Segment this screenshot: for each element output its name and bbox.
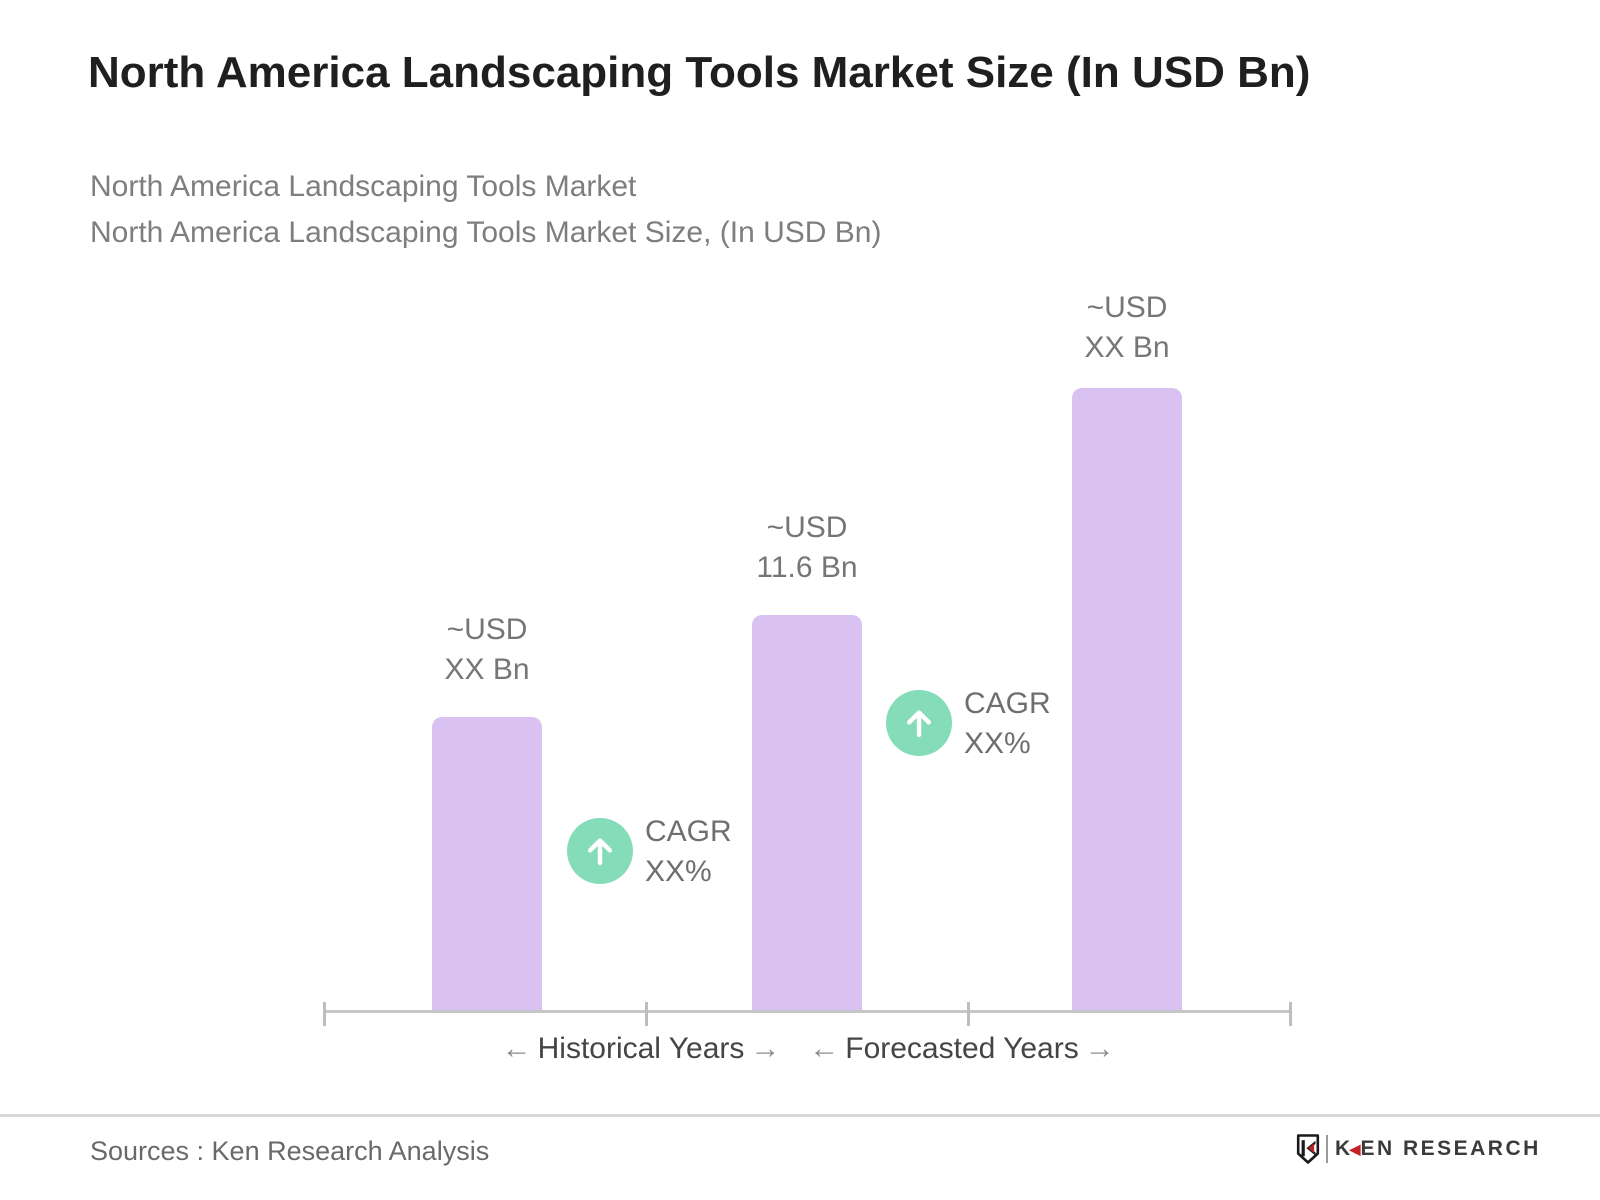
left-arrow-icon: ←: [809, 1032, 840, 1065]
cagr-word: CAGR: [964, 687, 1051, 720]
logo-separator: [1326, 1135, 1328, 1163]
right-arrow-icon: →: [1084, 1032, 1115, 1065]
right-arrow-icon: →: [750, 1032, 781, 1065]
axis-segment-forecasted: ← Forecasted Years →: [782, 1032, 1142, 1066]
bar-value-line1: ~USD: [446, 613, 528, 646]
cagr-label: CAGR XX%: [645, 812, 732, 892]
up-arrow-icon: [587, 838, 613, 866]
cagr-circle: [886, 690, 952, 756]
bar-value-label: ~USD XX Bn: [367, 610, 607, 690]
bar-value-line2: XX Bn: [1084, 331, 1170, 364]
axis-segment-historical: ← Historical Years →: [461, 1032, 821, 1066]
axis-tick: [323, 1002, 326, 1026]
sources-note: Sources : Ken Research Analysis: [90, 1136, 490, 1166]
cagr-value: XX%: [964, 727, 1031, 760]
logo-rest: EN RESEARCH: [1360, 1137, 1541, 1160]
up-arrow-icon: [906, 710, 932, 738]
footer-divider: [0, 1114, 1600, 1117]
bar-value-line2: XX Bn: [444, 653, 530, 686]
left-arrow-icon: ←: [501, 1032, 532, 1065]
x-axis-line: [324, 1010, 1290, 1013]
bar-value-label: ~USD 11.6 Bn: [687, 508, 927, 588]
cagr-label: CAGR XX%: [964, 684, 1051, 764]
ken-research-logo: K◀EN RESEARCH: [1296, 1132, 1541, 1166]
logo-wordmark: K◀EN RESEARCH: [1335, 1137, 1541, 1161]
ken-research-shield-icon: [1296, 1134, 1320, 1164]
axis-tick: [967, 1002, 970, 1026]
bar-forecast: [1072, 388, 1182, 1012]
logo-k: K: [1335, 1137, 1353, 1160]
cagr-value: XX%: [645, 855, 712, 888]
chart-subtitle: North America Landscaping Tools Market N…: [90, 164, 881, 256]
axis-segment-label: Historical Years: [537, 1032, 745, 1065]
bar-base-year: [752, 615, 862, 1012]
axis-segment-label: Forecasted Years: [845, 1032, 1079, 1065]
subtitle-line-2: North America Landscaping Tools Market S…: [90, 216, 882, 249]
bar-value-label: ~USD XX Bn: [1007, 288, 1247, 368]
page-title: North America Landscaping Tools Market S…: [88, 48, 1311, 97]
cagr-circle: [567, 818, 633, 884]
axis-tick: [1289, 1002, 1292, 1026]
cagr-word: CAGR: [645, 815, 732, 848]
axis-tick: [645, 1002, 648, 1026]
bar-historical: [432, 717, 542, 1012]
subtitle-line-1: North America Landscaping Tools Market: [90, 170, 637, 203]
bar-value-line1: ~USD: [1086, 291, 1168, 324]
bar-value-line2: 11.6 Bn: [756, 551, 858, 584]
bar-value-line1: ~USD: [766, 511, 848, 544]
logo-red-triangle-icon: ◀: [1349, 1141, 1361, 1157]
